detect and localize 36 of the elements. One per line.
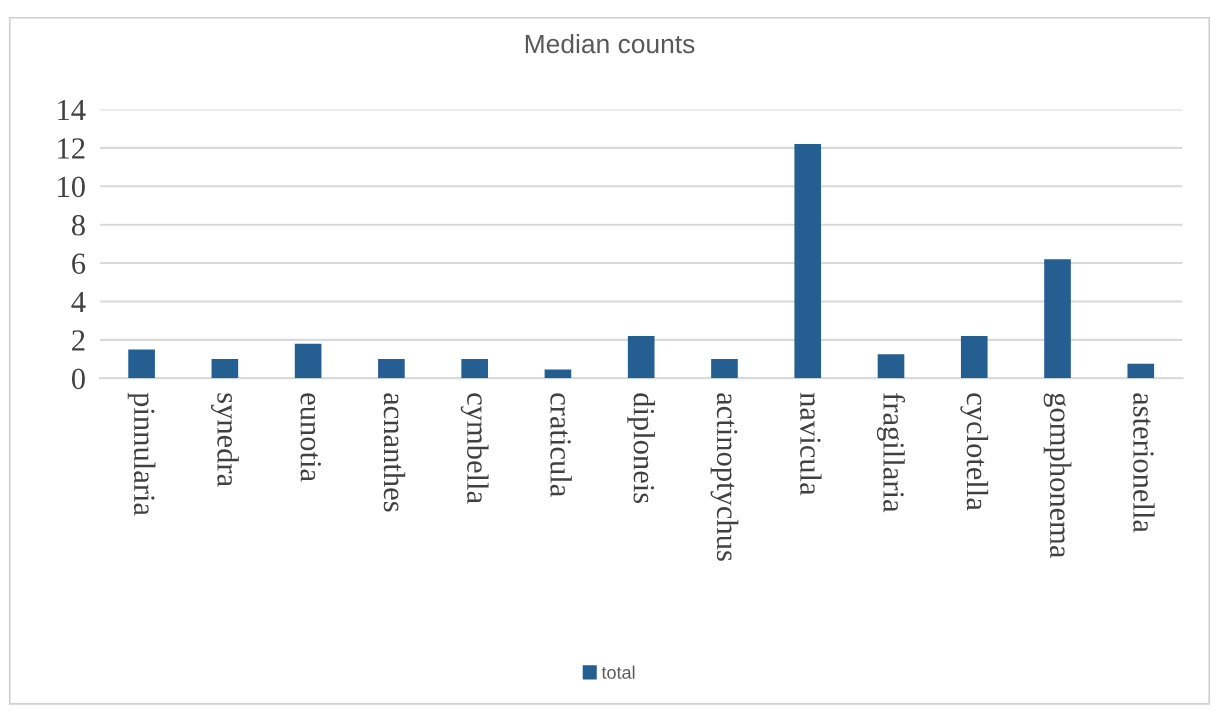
x-tick-label: asterionella <box>1133 393 1155 533</box>
bar <box>877 354 905 379</box>
x-tick-label: navicula <box>800 392 822 496</box>
x-tick-label: actinoptychus <box>710 393 739 561</box>
x-tick-label: fragillaria <box>876 393 906 513</box>
bar <box>128 349 155 379</box>
x-tick-label: eunotia <box>300 393 322 482</box>
bar <box>544 369 572 379</box>
bar <box>960 336 988 379</box>
bar <box>794 144 822 379</box>
x-tick-label: acnanthes <box>383 393 406 512</box>
bar <box>711 359 738 379</box>
x-tick-label: cymbella <box>460 393 489 504</box>
y-tick-label: 6 <box>72 253 86 274</box>
bar <box>211 359 239 379</box>
y-tick-label: 10 <box>58 176 85 198</box>
bar <box>294 343 322 379</box>
y-tick-label: 12 <box>58 138 85 159</box>
y-tick-label: 2 <box>72 330 85 351</box>
x-tick-label: cyclotella <box>960 393 989 511</box>
chart-title: Median counts <box>525 33 695 54</box>
x-tick-label: pinnularia <box>127 392 156 516</box>
y-tick-label: 8 <box>71 214 85 236</box>
x-tick-label: diploneis <box>627 393 656 504</box>
bar <box>461 359 488 379</box>
legend-label: total <box>601 665 635 679</box>
x-tick-label: synedra <box>210 393 239 487</box>
bar <box>1127 363 1155 379</box>
bar <box>627 336 655 379</box>
x-tick-label: gomphonema <box>1043 393 1072 559</box>
y-tick-label: 0 <box>71 368 85 390</box>
bar <box>1044 259 1071 379</box>
bar <box>378 359 405 379</box>
x-tick-label: craticula <box>550 393 572 497</box>
y-tick-label: 14 <box>58 99 86 121</box>
y-tick-label: 4 <box>71 291 86 313</box>
